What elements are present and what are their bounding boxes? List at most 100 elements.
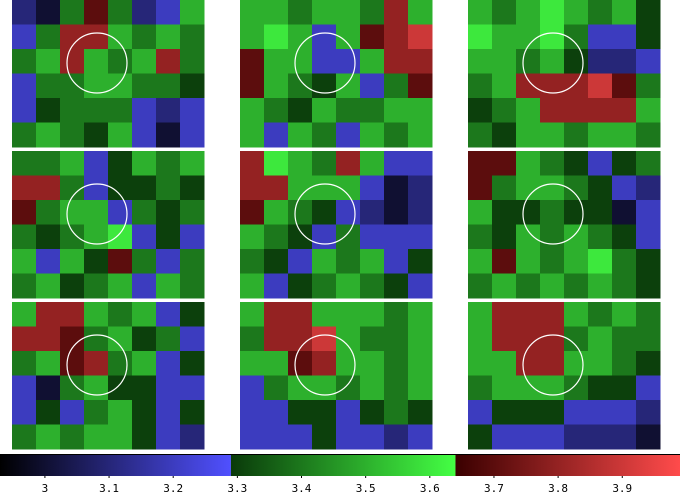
heatmap-cell	[36, 73, 61, 99]
heatmap-cell	[540, 98, 565, 123]
heatmap-cell	[540, 175, 565, 201]
heatmap-cell	[540, 400, 565, 425]
heatmap-cell	[588, 98, 613, 123]
heatmap-cell	[360, 49, 385, 74]
heatmap-cell	[312, 224, 337, 250]
heatmap-cell	[564, 98, 589, 123]
heatmap-cell	[312, 24, 337, 50]
heatmap-cell	[540, 0, 565, 25]
heatmap-cell	[84, 73, 109, 99]
heatmap-cell	[60, 375, 85, 401]
heatmap-cell	[636, 249, 661, 274]
heatmap-cell	[492, 200, 517, 225]
heatmap-cell	[636, 98, 661, 123]
heatmap-cell	[240, 151, 265, 176]
heatmap-cell	[156, 400, 181, 425]
heatmap-cell	[240, 302, 265, 327]
aperture-circle	[66, 183, 128, 245]
heatmap-cell	[84, 98, 109, 123]
aperture-circle	[66, 32, 128, 94]
heatmap-cell	[240, 0, 265, 25]
heatmap-cell	[180, 424, 205, 450]
heatmap-cell	[12, 273, 37, 299]
heatmap-cell	[156, 302, 181, 327]
heatmap-cell	[360, 273, 385, 299]
heatmap-cell	[492, 151, 517, 176]
heatmap-cell	[264, 224, 289, 250]
heatmap-cell	[240, 122, 265, 148]
heatmap-cell	[60, 151, 85, 176]
heatmap-cell	[636, 326, 661, 352]
heatmap-cell	[516, 273, 541, 299]
heatmap-cell	[588, 49, 613, 74]
heatmap-cell	[12, 224, 37, 250]
heatmap-cell	[84, 122, 109, 148]
heatmap-cell	[408, 122, 433, 148]
colorbar-tick-label: 3.5	[356, 482, 376, 495]
heatmap-cell	[132, 375, 157, 401]
heatmap-cell	[516, 200, 541, 225]
heatmap-cell	[360, 326, 385, 352]
heatmap-cell	[156, 175, 181, 201]
heatmap-cell	[564, 249, 589, 274]
heatmap-cell	[312, 326, 337, 352]
heatmap-cell	[588, 0, 613, 25]
heatmap-cell	[636, 24, 661, 50]
heatmap-cell	[612, 200, 637, 225]
heatmap-cell	[468, 424, 493, 450]
heatmap-cell	[84, 326, 109, 352]
heatmap-cell	[108, 0, 133, 25]
heatmap-cell	[36, 302, 61, 327]
colorbar-tick-label: 3.1	[99, 482, 119, 495]
heatmap-cell	[240, 400, 265, 425]
heatmap-cell	[108, 375, 133, 401]
heatmap-cell	[516, 151, 541, 176]
heatmap-cell	[516, 49, 541, 74]
heatmap-cell	[612, 98, 637, 123]
heatmap-cell	[540, 273, 565, 299]
heatmap-cell	[180, 400, 205, 425]
heatmap-cell	[360, 424, 385, 450]
heatmap-cell	[84, 0, 109, 25]
heatmap-cell	[240, 249, 265, 274]
heatmap-cell	[540, 375, 565, 401]
heatmap-cell	[540, 224, 565, 250]
heatmap-cell	[132, 49, 157, 74]
heatmap-cell	[588, 175, 613, 201]
heatmap-cell	[84, 375, 109, 401]
heatmap-cell	[336, 122, 361, 148]
heatmap-cell	[636, 400, 661, 425]
heatmap-cell	[132, 98, 157, 123]
heatmap-panel	[12, 0, 205, 148]
heatmap-cell	[132, 302, 157, 327]
heatmap-cell	[108, 302, 133, 327]
heatmap-cell	[588, 122, 613, 148]
heatmap-cell	[312, 73, 337, 99]
heatmap-cell	[492, 424, 517, 450]
heatmap-cell	[468, 351, 493, 376]
heatmap-cell	[636, 224, 661, 250]
heatmap-cell	[12, 151, 37, 176]
heatmap-cell	[312, 249, 337, 274]
colorbar-segment	[455, 455, 680, 476]
heatmap-cell	[264, 73, 289, 99]
heatmap-cell	[156, 24, 181, 50]
heatmap-cell	[132, 400, 157, 425]
heatmap-cell	[180, 0, 205, 25]
heatmap-cell	[408, 49, 433, 74]
heatmap-cell	[240, 273, 265, 299]
heatmap-cell	[312, 302, 337, 327]
heatmap-cell	[36, 375, 61, 401]
heatmap-cell	[612, 73, 637, 99]
heatmap-cell	[564, 224, 589, 250]
heatmap-cell	[564, 375, 589, 401]
colorbar-segment	[230, 455, 456, 476]
heatmap-cell	[588, 73, 613, 99]
heatmap-cell	[636, 73, 661, 99]
heatmap-cell	[108, 200, 133, 225]
heatmap-cell	[12, 326, 37, 352]
heatmap-cell	[12, 351, 37, 376]
heatmap-panel	[12, 151, 205, 299]
heatmap-cell	[60, 98, 85, 123]
heatmap-cell	[540, 302, 565, 327]
